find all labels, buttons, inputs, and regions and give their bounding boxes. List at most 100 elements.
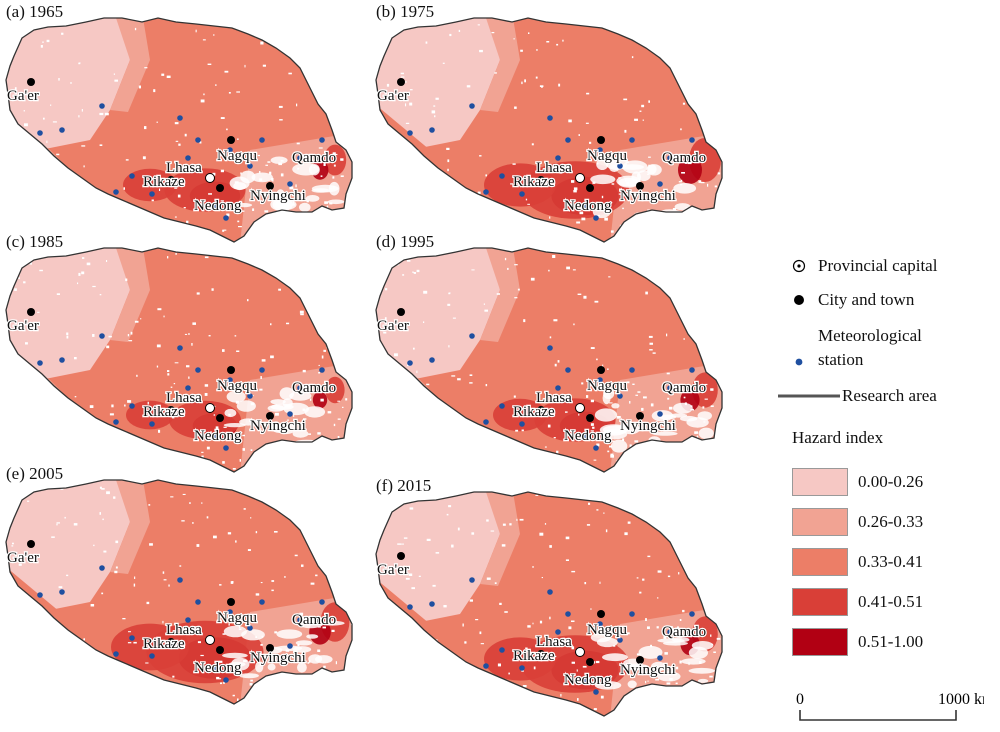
- scale-start-label: 0: [796, 691, 804, 708]
- meteorological-station: [37, 360, 43, 366]
- city-label: Qamdo: [662, 380, 706, 396]
- meteorological-station: [483, 419, 489, 425]
- meteorological-station: [319, 367, 325, 373]
- city-marker: [397, 78, 405, 86]
- meteorological-station: [297, 617, 303, 623]
- meteorological-station: [689, 611, 695, 617]
- meteorological-station: [195, 367, 201, 373]
- meteorological-station: [483, 663, 489, 669]
- city-marker: [537, 650, 545, 658]
- meteorological-station: [99, 565, 105, 571]
- city-marker: [636, 412, 644, 420]
- map-panel-a: (a) 1965 Ga'er Nagqu Qamdo Lhasa Rikaze Nying…: [0, 0, 370, 244]
- city-marker: [216, 646, 224, 654]
- meteorological-station: [129, 403, 135, 409]
- meteorological-station: [629, 367, 635, 373]
- city-label: Nedong: [194, 428, 242, 444]
- meteorological-station: [99, 333, 105, 339]
- meteorological-station: [519, 191, 525, 197]
- meteorological-station: [177, 577, 183, 583]
- city-marker: [27, 308, 35, 316]
- city-marker: [597, 136, 605, 144]
- city-marker: [314, 384, 322, 392]
- meteorological-station: [555, 385, 561, 391]
- meteorological-station: [581, 677, 587, 683]
- meteorological-station: [689, 137, 695, 143]
- meteorological-station: [547, 115, 553, 121]
- hazard-swatch: [792, 468, 848, 496]
- station-dot-icon: [780, 324, 818, 368]
- hazard-class: 0.00-0.26: [792, 468, 923, 496]
- city-label: Qamdo: [292, 150, 336, 166]
- city-label: Qamdo: [662, 624, 706, 640]
- meteorological-station: [581, 203, 587, 209]
- meteorological-station: [667, 629, 673, 635]
- city-marker: [397, 308, 405, 316]
- legend-city-town: City and town: [780, 290, 914, 310]
- city-marker: [314, 616, 322, 624]
- meteorological-station: [519, 421, 525, 427]
- meteorological-station: [129, 635, 135, 641]
- legend-label: City and town: [818, 290, 915, 309]
- hazard-surface: [376, 492, 722, 716]
- city-label: Ga'er: [377, 562, 409, 578]
- city-label: Rikaze: [513, 174, 555, 190]
- meteorological-station: [99, 103, 105, 109]
- meteorological-station: [617, 393, 623, 399]
- city-label: Lhasa: [536, 634, 572, 650]
- map-panel-c: (c) 1985 Ga'er Nagqu Qamdo Lhasa Rikaze Nying…: [0, 230, 370, 474]
- meteorological-station: [657, 181, 663, 187]
- city-label: Nyingchi: [620, 188, 676, 204]
- meteorological-station: [581, 433, 587, 439]
- meteorological-station: [211, 203, 217, 209]
- hazard-swatch: [792, 508, 848, 536]
- city-marker: [636, 656, 644, 664]
- legend-station: Meteorological station: [780, 324, 922, 372]
- legend-label: Meteorological station: [818, 324, 922, 372]
- city-label: Nedong: [194, 198, 242, 214]
- research-area-boundary: [5, 17, 353, 243]
- hazard-label: 0.26-0.33: [858, 512, 924, 531]
- meteorological-station: [555, 155, 561, 161]
- meteorological-station: [565, 611, 571, 617]
- meteorological-station: [657, 655, 663, 661]
- hazard-label: 0.51-1.00: [858, 632, 924, 651]
- city-marker: [216, 414, 224, 422]
- city-label: Lhasa: [166, 390, 202, 406]
- city-label: Nagqu: [217, 610, 257, 626]
- meteorological-station: [149, 421, 155, 427]
- meteorological-station: [223, 445, 229, 451]
- meteorological-station: [195, 599, 201, 605]
- meteorological-station: [177, 115, 183, 121]
- city-label: Qamdo: [292, 380, 336, 396]
- panel-title: (a) 1965: [6, 2, 64, 21]
- meteorological-station: [129, 173, 135, 179]
- meteorological-station: [259, 137, 265, 143]
- scale-end-label: 1000 km: [938, 691, 984, 708]
- meteorological-station: [629, 137, 635, 143]
- provincial-capital-marker: [575, 647, 585, 657]
- meteorological-station: [185, 155, 191, 161]
- meteorological-station: [629, 611, 635, 617]
- hazard-surface: [6, 480, 352, 704]
- hazard-swatch: [792, 548, 848, 576]
- hazard-surface: [376, 18, 722, 242]
- meteorological-station: [37, 130, 43, 136]
- city-marker: [586, 184, 594, 192]
- panel-title: (f) 2015: [376, 476, 432, 495]
- hazard-class: 0.33-0.41: [792, 548, 923, 576]
- city-label: Lhasa: [536, 160, 572, 176]
- hazard-label: 0.41-0.51: [858, 592, 924, 611]
- panel-title: (e) 2005: [6, 464, 64, 483]
- city-label: Qamdo: [292, 612, 336, 628]
- meteorological-station: [667, 155, 673, 161]
- city-label: Rikaze: [143, 636, 185, 652]
- meteorological-station: [499, 647, 505, 653]
- meteorological-station: [195, 137, 201, 143]
- map-panel-b: (b) 1975 Ga'er Nagqu Qamdo Lhasa Rikaze Nying…: [370, 0, 740, 244]
- research-area-boundary: [5, 479, 353, 705]
- city-label: Nyingchi: [620, 662, 676, 678]
- city-label: Nagqu: [217, 378, 257, 394]
